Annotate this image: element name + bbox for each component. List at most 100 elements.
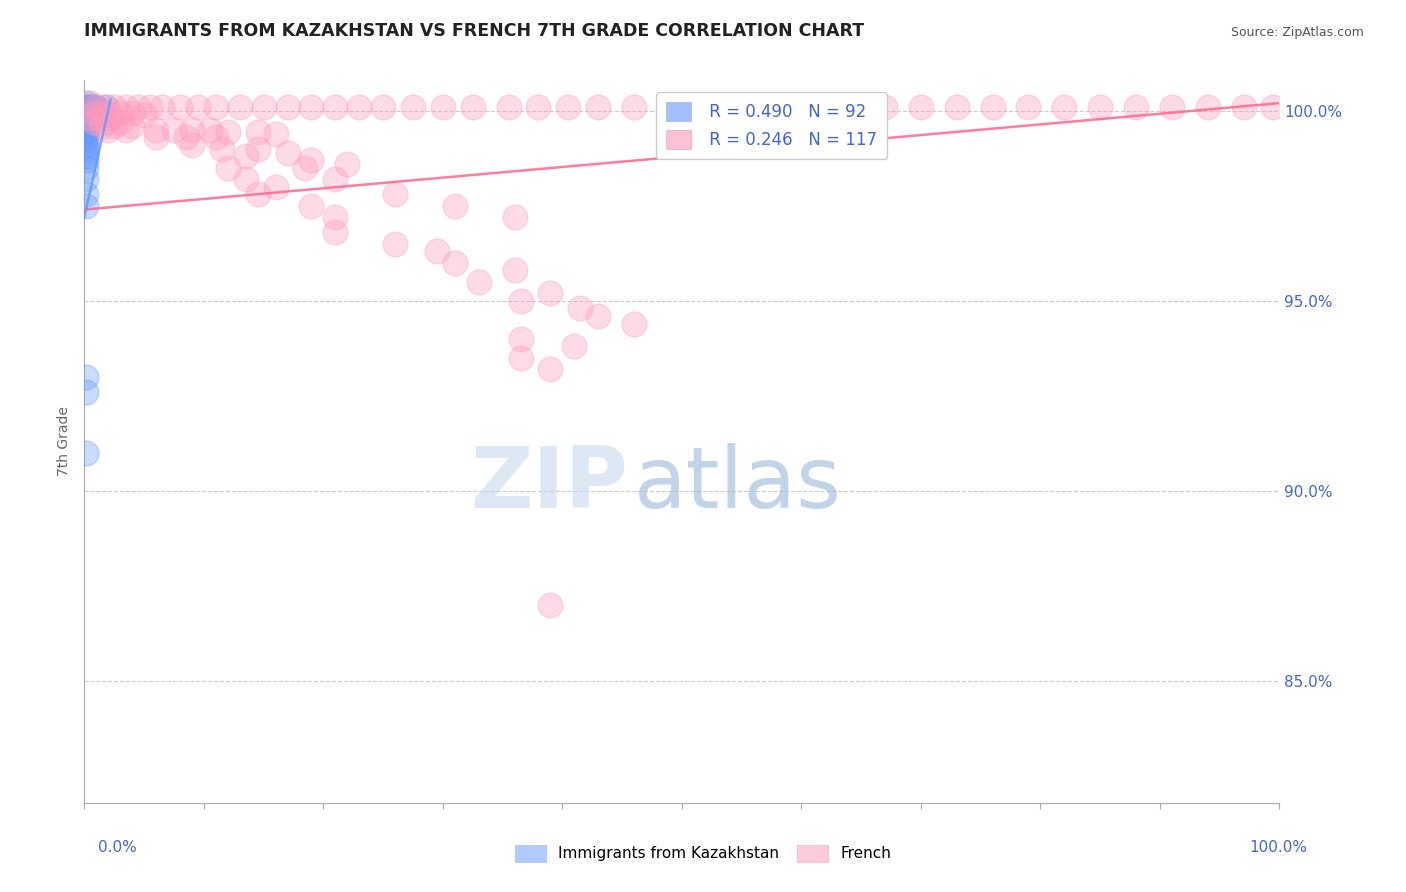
Point <box>110 105 132 120</box>
Point <box>83 105 105 120</box>
Point <box>77 105 100 120</box>
Point <box>76 112 98 126</box>
Point <box>87 103 110 118</box>
Point <box>838 100 860 114</box>
Point <box>503 263 526 277</box>
Point <box>75 149 97 163</box>
Point <box>82 103 104 118</box>
Point <box>77 103 100 118</box>
Point <box>253 100 276 114</box>
Point <box>301 153 323 168</box>
Point <box>325 210 347 224</box>
Point <box>557 100 579 114</box>
Point <box>588 100 610 114</box>
Point <box>373 100 395 114</box>
Point <box>875 100 897 114</box>
Point <box>402 100 425 114</box>
Point <box>75 134 97 148</box>
Point <box>77 107 100 121</box>
Point <box>103 100 125 114</box>
Point <box>211 142 233 156</box>
Point <box>301 199 323 213</box>
Point <box>325 100 347 114</box>
Point <box>981 100 1004 114</box>
Point <box>181 122 204 136</box>
Point <box>384 236 406 251</box>
Point <box>325 226 347 240</box>
Point <box>87 112 110 126</box>
Point <box>301 100 323 114</box>
Point <box>540 362 562 376</box>
Point <box>75 122 97 136</box>
Point <box>75 113 97 128</box>
Point <box>569 301 592 316</box>
Point <box>509 332 531 346</box>
Point <box>83 103 105 118</box>
Point <box>444 256 467 270</box>
Text: 0.0%: 0.0% <box>98 840 138 855</box>
Point <box>75 130 97 145</box>
Point <box>84 103 107 118</box>
Point <box>1018 100 1040 114</box>
Point <box>91 119 114 133</box>
Point <box>246 187 269 202</box>
Point <box>75 96 97 111</box>
Point <box>100 107 122 121</box>
Point <box>139 100 162 114</box>
Point <box>76 107 98 121</box>
Point <box>205 100 228 114</box>
Point <box>1053 100 1076 114</box>
Point <box>217 125 239 139</box>
Point <box>150 100 173 114</box>
Point <box>803 100 825 114</box>
Point <box>498 100 520 114</box>
Point <box>83 115 105 129</box>
Point <box>75 119 97 133</box>
Point <box>86 103 108 118</box>
Point <box>336 157 359 171</box>
Point <box>426 244 449 259</box>
Point <box>444 199 467 213</box>
Point <box>264 127 287 141</box>
Point <box>187 100 209 114</box>
Point <box>79 105 101 120</box>
Point <box>564 339 586 353</box>
Point <box>503 210 526 224</box>
Point <box>103 119 125 133</box>
Point <box>77 103 100 118</box>
Point <box>76 103 98 118</box>
Point <box>246 142 269 156</box>
Legend: Immigrants from Kazakhstan, French: Immigrants from Kazakhstan, French <box>509 838 897 868</box>
Point <box>76 100 98 114</box>
Point <box>384 187 406 202</box>
Text: IMMIGRANTS FROM KAZAKHSTAN VS FRENCH 7TH GRADE CORRELATION CHART: IMMIGRANTS FROM KAZAKHSTAN VS FRENCH 7TH… <box>84 21 865 39</box>
Point <box>217 161 239 175</box>
Point <box>766 100 789 114</box>
Point <box>695 100 717 114</box>
Point <box>1125 100 1147 114</box>
Point <box>1090 100 1112 114</box>
Point <box>75 103 97 118</box>
Point <box>277 145 299 160</box>
Point <box>77 100 100 114</box>
Point <box>468 275 491 289</box>
Point <box>75 161 97 175</box>
Point <box>91 103 114 118</box>
Point <box>325 172 347 186</box>
Point <box>79 96 101 111</box>
Point <box>349 100 371 114</box>
Point <box>246 125 269 139</box>
Point <box>79 103 101 118</box>
Point <box>75 127 97 141</box>
Point <box>235 149 257 163</box>
Point <box>1197 100 1219 114</box>
Point <box>235 172 257 186</box>
Point <box>94 100 117 114</box>
Point <box>115 100 138 114</box>
Point <box>77 112 100 126</box>
Point <box>75 137 97 152</box>
Point <box>205 130 228 145</box>
Point <box>75 107 97 121</box>
Point <box>277 100 299 114</box>
Point <box>623 100 645 114</box>
